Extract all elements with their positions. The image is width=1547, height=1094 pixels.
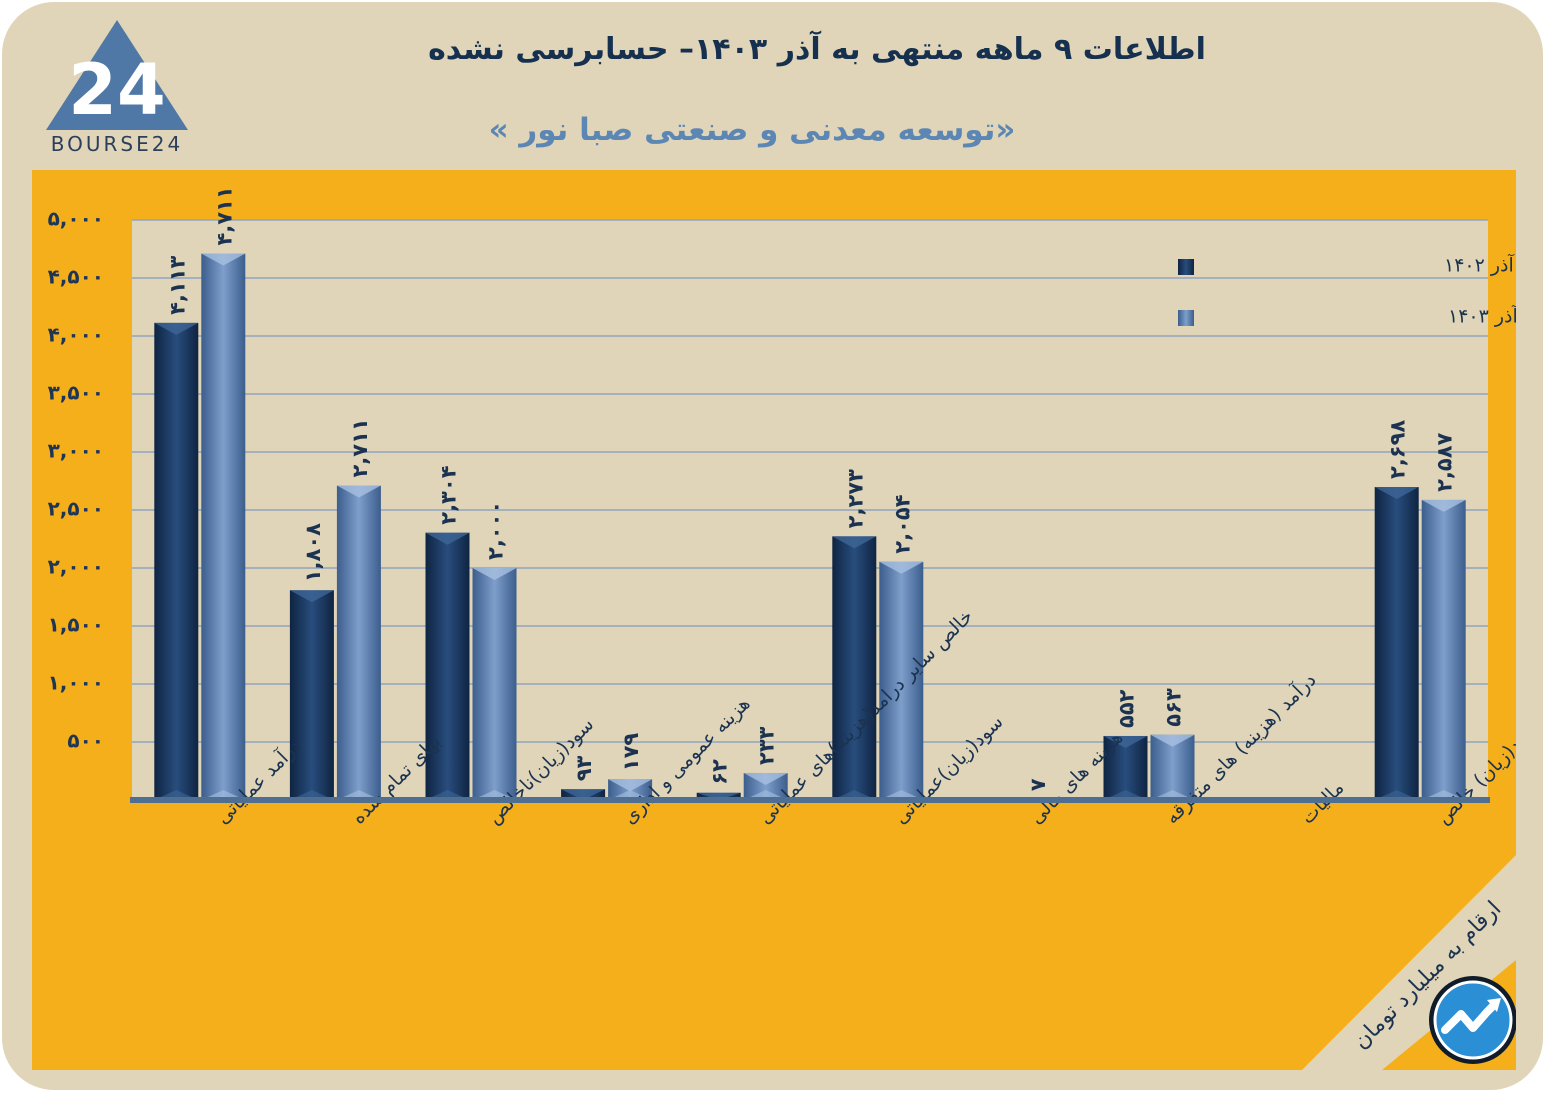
data-label: ۱۷۹ <box>619 733 643 772</box>
y-tick-label: ۵۰۰ <box>67 729 104 753</box>
y-tick-label: ۴,۰۰۰ <box>48 323 104 347</box>
bar <box>1374 487 1419 800</box>
x-axis-line <box>130 797 1490 803</box>
bar <box>472 568 517 800</box>
y-tick-label: ۵,۰۰۰ <box>48 207 104 231</box>
y-tick-label: ۲,۰۰۰ <box>48 555 104 579</box>
data-label: ۷ <box>1026 778 1050 791</box>
data-label: ۵۶۳ <box>1162 688 1186 727</box>
logo-wordmark: BOURSE24 <box>50 132 184 156</box>
data-label: ۲,۵۸۷ <box>1433 432 1457 491</box>
bourse24-logo: 24 <box>46 20 188 131</box>
data-labels: ۴,۱۱۳ ۴,۷۱۱ ۱,۸۰۸ ۲,۷۱۱ ۲,۳۰۴ ۲,۰۰۰ ۹۳ ۱۷۹ ۶۲ ۲۳۳… <box>165 186 1456 791</box>
data-label: ۲,۲۷۳ <box>843 469 867 528</box>
bar <box>154 322 199 800</box>
data-label: ۴,۷۱۱ <box>212 186 236 245</box>
y-tick-label: ۴,۵۰۰ <box>48 265 104 289</box>
data-label: ۹۳ <box>572 755 596 781</box>
trend-arrow-circle-icon <box>1429 976 1516 1064</box>
bar <box>832 536 877 800</box>
bar-chart: ۵۰۰ ۱,۰۰۰ ۱,۵۰۰ ۲,۰۰۰ ۲,۵۰۰ ۳,۰۰۰ ۳,۵۰۰ ۴,۰۰۰ ۴,… <box>48 186 1516 1070</box>
legend: عملکرد منتهی به آذر ۱۴۰۲ عملکرد منتهی به… <box>1178 253 1516 328</box>
data-label: ۲,۶۹۸ <box>1386 420 1410 479</box>
page-title: اطلاعات ۹ ماهه منتهی به آذر ۱۴۰۳– حسابرس… <box>428 32 1206 67</box>
data-label: ۱,۸۰۸ <box>301 523 325 582</box>
bar <box>1421 499 1466 800</box>
y-tick-label: ۱,۰۰۰ <box>48 671 104 695</box>
bar-bevel <box>608 779 653 792</box>
data-label: ۶۲ <box>708 759 732 785</box>
legend-label-1402: عملکرد منتهی به آذر ۱۴۰۲ <box>1444 253 1516 277</box>
bar-bevel <box>336 485 381 498</box>
bar-bevel <box>879 561 924 574</box>
bar <box>879 561 924 800</box>
data-label: ۵۵۲ <box>1115 689 1139 728</box>
data-label: ۴,۱۱۳ <box>165 255 189 314</box>
company-subtitle: «توسعه معدنی و صنعتی صبا نور » <box>488 112 1016 148</box>
bar-bevel <box>696 792 741 800</box>
data-label: ۲,۳۰۴ <box>437 465 461 524</box>
bar-bevel <box>561 789 606 800</box>
legend-swatch-1403 <box>1178 310 1194 326</box>
bar <box>336 485 381 800</box>
y-axis: ۵۰۰ ۱,۰۰۰ ۱,۵۰۰ ۲,۰۰۰ ۲,۵۰۰ ۳,۰۰۰ ۳,۵۰۰ ۴,۰۰۰ ۴,… <box>48 207 104 753</box>
y-tick-label: ۱,۵۰۰ <box>48 613 104 637</box>
legend-swatch-1402 <box>1178 259 1194 275</box>
logo-mark: 24 <box>68 49 165 131</box>
bar <box>201 253 246 801</box>
chart-panel: ۵۰۰ ۱,۰۰۰ ۱,۵۰۰ ۲,۰۰۰ ۲,۵۰۰ ۳,۰۰۰ ۳,۵۰۰ ۴,۰۰۰ ۴,… <box>32 170 1516 1070</box>
y-tick-label: ۳,۰۰۰ <box>48 439 104 463</box>
bar-bevel <box>472 568 517 580</box>
y-tick-label: ۳,۵۰۰ <box>48 381 104 405</box>
bar-bevel <box>832 536 877 549</box>
bar <box>289 590 334 800</box>
bar-bevel <box>425 532 470 545</box>
bar <box>425 532 470 800</box>
bar-bevel <box>201 253 246 266</box>
bar-bevel <box>1421 499 1466 512</box>
y-tick-label: ۲,۵۰۰ <box>48 497 104 521</box>
legend-label-1403: عملکرد منتهی به آذر ۱۴۰۳ <box>1448 304 1516 328</box>
data-label: ۲,۰۵۴ <box>890 494 914 553</box>
bar-bevel <box>1374 487 1419 500</box>
bar-bevel <box>1150 734 1195 747</box>
bar-bevel <box>1103 735 1148 748</box>
data-label: ۲,۰۰۰ <box>484 501 508 560</box>
bar-bevel <box>289 590 334 603</box>
bar-bevel <box>743 772 788 785</box>
data-label: ۲,۷۱۱ <box>348 418 372 477</box>
data-label: ۲۳۳ <box>755 726 779 765</box>
bar-series <box>154 253 1466 801</box>
bar-bevel <box>154 322 199 335</box>
